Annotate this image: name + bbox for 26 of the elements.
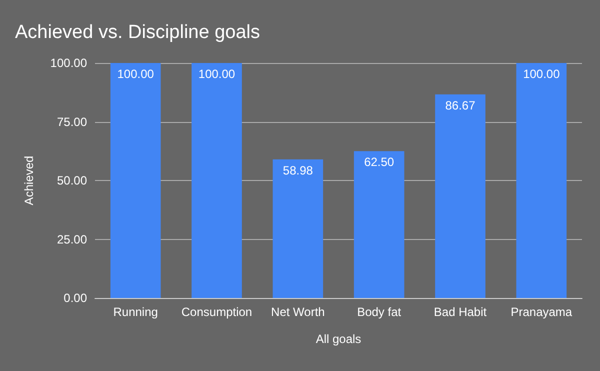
y-tick-label: 25.00	[56, 232, 88, 246]
data-label: 100.00	[523, 67, 560, 81]
x-tick-label: Net Worth	[271, 305, 325, 319]
chart-title: Achieved vs. Discipline goals	[15, 22, 260, 43]
data-label: 62.50	[364, 155, 394, 170]
data-label: 100.00	[198, 67, 236, 81]
y-tick-label: 100.00	[50, 56, 88, 70]
y-tick-label: 75.00	[56, 114, 88, 129]
bar	[192, 63, 242, 298]
x-axis-title: All goals	[316, 332, 362, 346]
y-axis-title: Achieved	[22, 156, 36, 206]
x-tick-label: Running	[113, 305, 158, 319]
data-label: 100.00	[117, 67, 154, 81]
x-tick-label: Pranayama	[510, 305, 572, 319]
x-tick-label: Bad Habit	[434, 305, 488, 319]
y-tick-label: 50.00	[56, 174, 88, 188]
y-tick-label: 0.00	[64, 291, 88, 305]
x-tick-label: Consumption	[181, 305, 252, 319]
data-label: 86.67	[445, 98, 476, 112]
bar	[272, 159, 324, 298]
data-label: 58.98	[282, 163, 314, 178]
bar	[354, 151, 404, 298]
bar	[110, 63, 161, 298]
bar	[516, 63, 567, 298]
bar	[435, 94, 486, 298]
x-tick-label: Body fat	[357, 305, 402, 319]
